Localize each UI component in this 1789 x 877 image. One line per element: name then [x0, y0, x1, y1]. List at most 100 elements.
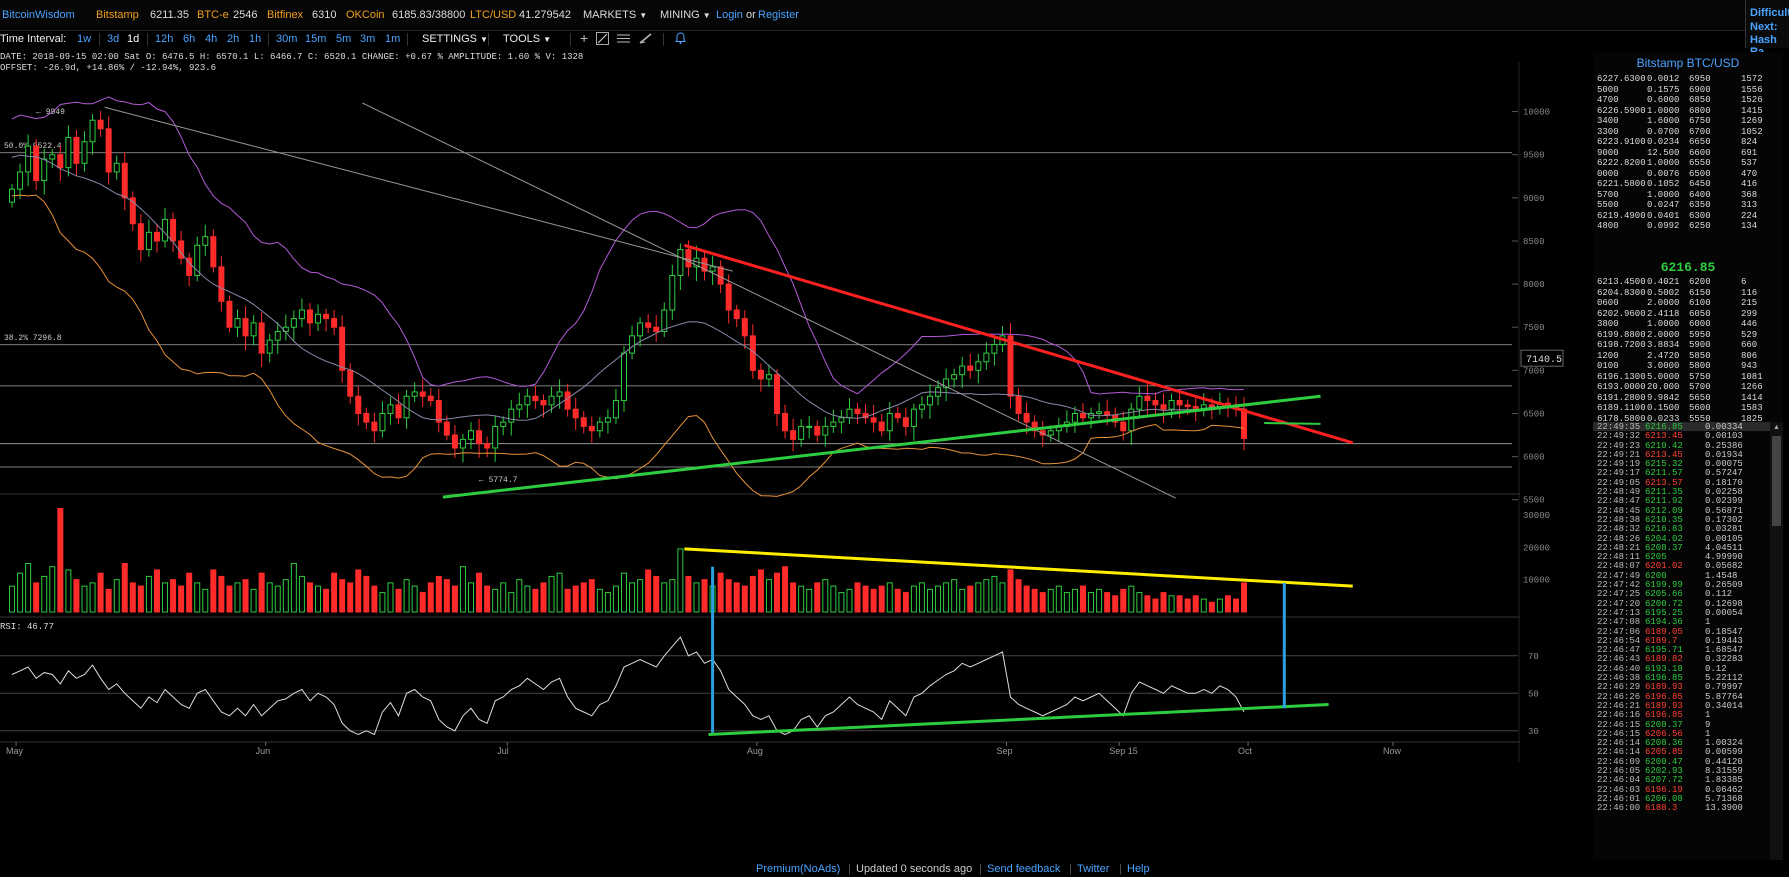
interval-4h[interactable]: 4h — [205, 33, 218, 45]
trade-cell: 6211.57 — [1645, 468, 1683, 479]
x-axis-label: Now — [1383, 746, 1402, 756]
trade-cell: 6216.83 — [1645, 524, 1683, 535]
interval-15m[interactable]: 15m — [305, 33, 327, 45]
support-level-label: 38.2% 7296.8 — [4, 334, 62, 343]
trade-cell: 5.71368 — [1705, 793, 1743, 804]
volume-bar — [918, 582, 925, 613]
interval-1d[interactable]: 1d — [127, 33, 140, 45]
volume-bar — [749, 575, 756, 613]
order-cell: 1081 — [1741, 371, 1763, 382]
interval-3d[interactable]: 3d — [107, 33, 120, 45]
trade-cell: 22:46:40 — [1597, 663, 1641, 674]
volume-bar — [443, 579, 450, 613]
volume-bar — [1047, 588, 1054, 613]
interval-12h[interactable]: 12h — [155, 33, 174, 45]
candle-body — [733, 309, 740, 320]
volume-bar — [137, 585, 144, 613]
volume-bar — [1224, 595, 1231, 613]
ticker-exchange-btce[interactable]: BTC-e — [197, 9, 229, 21]
bell-icon[interactable] — [675, 32, 686, 47]
brand-logo[interactable]: BitcoinWisdom — [2, 9, 75, 21]
plus-icon[interactable]: + — [580, 30, 589, 46]
order-cell: 824 — [1741, 137, 1758, 147]
trade-row: 22:46:05 6202.93 8.31559 — [1593, 766, 1773, 776]
volume-bar — [1200, 598, 1207, 613]
candle-body — [516, 404, 523, 410]
volume-bar — [218, 575, 225, 613]
interval-30m[interactable]: 30m — [276, 33, 298, 45]
volume-bar — [234, 582, 241, 613]
trade-row: 22:46:09 6200.47 0.44120 — [1593, 757, 1773, 767]
tools-menu[interactable]: TOOLS ▼ — [503, 33, 551, 45]
trade-cell: 6213.57 — [1645, 477, 1683, 488]
scrollbar-thumb[interactable] — [1772, 436, 1781, 526]
trade-cell: 22:46:16 — [1597, 710, 1641, 721]
volume-bar — [693, 582, 700, 613]
candle-body — [1039, 430, 1046, 436]
order-cell: 1.0000 — [1647, 189, 1680, 200]
interval-6h[interactable]: 6h — [183, 33, 196, 45]
order-cell: 1825 — [1741, 413, 1763, 424]
candle-body — [556, 391, 563, 397]
trade-cell: 6195.25 — [1645, 607, 1683, 618]
interval-1h[interactable]: 1h — [249, 33, 262, 45]
order-cell: 1414 — [1741, 392, 1763, 403]
premium-link[interactable]: Premium(NoAds) — [756, 863, 841, 875]
candle-body — [765, 374, 772, 380]
register-link[interactable]: Register — [758, 9, 799, 21]
trade-cell: 0.25386 — [1705, 440, 1743, 451]
interval-1m[interactable]: 1m — [385, 33, 401, 45]
candle-body — [242, 318, 249, 337]
candle-body — [443, 421, 450, 436]
candle-body — [266, 339, 273, 354]
candle-body — [129, 197, 136, 225]
twitter-link[interactable]: Twitter — [1077, 863, 1110, 875]
rsi-tick-label: 30 — [1528, 727, 1539, 737]
order-cell: 5500 — [1597, 200, 1619, 210]
login-link[interactable]: Login — [716, 9, 743, 21]
candle-body — [1176, 400, 1183, 406]
candle-body — [290, 318, 297, 328]
volume-bar — [733, 582, 740, 613]
help-link[interactable]: Help — [1127, 863, 1150, 875]
interval-1w[interactable]: 1w — [77, 33, 92, 45]
send-feedback-link[interactable]: Send feedback — [987, 863, 1061, 875]
interval-2h[interactable]: 2h — [227, 33, 240, 45]
volume-bar — [17, 572, 24, 613]
interval-5m[interactable]: 5m — [336, 33, 352, 45]
trade-cell: 6206.08 — [1645, 793, 1683, 804]
trade-cell: 6206.56 — [1645, 728, 1683, 739]
interval-3m[interactable]: 3m — [360, 33, 376, 45]
line-tool-icon[interactable] — [596, 32, 609, 45]
order-cell: 0000 — [1597, 168, 1619, 179]
brush-icon[interactable] — [639, 33, 652, 47]
candle-body — [508, 408, 515, 423]
price-chart[interactable]: 10000 9500 9000 8500 8000 7500 7000 6500 6000 550… — [0, 62, 1590, 862]
top-navigation-bar: BitcoinWisdom Bitstamp 6211.35 BTC-e 254… — [0, 0, 1789, 31]
candle-body — [468, 430, 475, 440]
candle-body — [105, 128, 112, 173]
mining-menu[interactable]: MINING ▼ — [660, 9, 711, 21]
trade-cell: 22:46:26 — [1597, 691, 1641, 702]
volume-bar — [830, 585, 837, 613]
ticker-exchange-ltcusd[interactable]: LTC/USD — [470, 9, 517, 21]
ticker-exchange-okcoin[interactable]: OKCoin — [346, 9, 385, 21]
hline-icon[interactable] — [617, 33, 630, 47]
order-cell: 470 — [1741, 168, 1758, 179]
order-cell: 1266 — [1741, 382, 1763, 392]
candle-body — [17, 171, 24, 190]
ticker-exchange-bitfinex[interactable]: Bitfinex — [267, 9, 304, 21]
volume-bar — [1216, 598, 1223, 613]
trade-cell: 9 — [1705, 719, 1711, 730]
markets-menu[interactable]: MARKETS ▼ — [583, 9, 647, 21]
candle-body — [226, 300, 233, 328]
settings-menu[interactable]: SETTINGS ▼ — [422, 33, 488, 45]
ticker-exchange-bitstamp[interactable]: Bitstamp — [96, 9, 139, 21]
volume-bar — [1184, 598, 1191, 613]
trade-cell: 6193.18 — [1645, 663, 1683, 674]
trades-scrollbar[interactable]: ▲ — [1770, 422, 1783, 860]
trade-cell: 0.00334 — [1705, 422, 1743, 432]
order-cell: 6850 — [1689, 95, 1711, 105]
candle-body — [669, 274, 676, 311]
volume-bar — [194, 582, 201, 613]
